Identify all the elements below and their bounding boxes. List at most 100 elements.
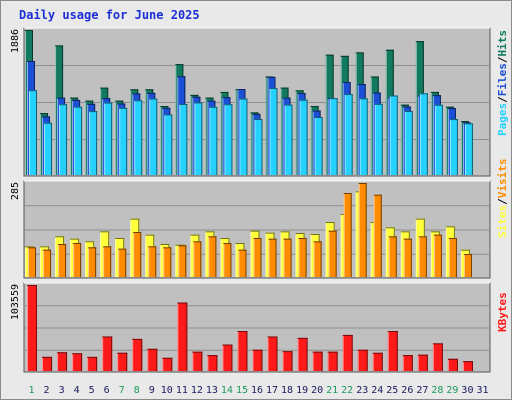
- bar-pages-day-16: [254, 119, 263, 175]
- bar-kbytes-day-21: [327, 351, 338, 371]
- x-label-day-19: 19: [296, 385, 308, 396]
- bar-pages-day-4-fill: [74, 106, 83, 175]
- bar-visits-day-7-fill: [118, 248, 127, 277]
- bar-visits-day-22-fill: [343, 193, 352, 277]
- bar-kbytes-day-13: [207, 355, 218, 371]
- bar-visits-day-20: [313, 241, 322, 277]
- bar-visits-day-8-fill: [133, 232, 142, 277]
- bar-kbytes-day-21-fill: [327, 351, 338, 371]
- bar-kbytes-day-20: [312, 351, 323, 371]
- bar-kbytes-day-9-fill: [147, 348, 158, 371]
- bar-pages-day-1-fill: [29, 90, 37, 175]
- bar-visits-day-30: [463, 254, 472, 277]
- bar-kbytes-day-4: [72, 353, 83, 371]
- legend-visits: Visits: [496, 159, 509, 199]
- bar-pages-day-27: [419, 93, 428, 175]
- bar-visits-day-17: [268, 238, 277, 277]
- bar-pages-day-17: [269, 88, 278, 175]
- bar-pages-day-18: [284, 104, 293, 175]
- x-label-day-27: 27: [416, 385, 428, 396]
- bar-visits-day-20-fill: [313, 241, 322, 277]
- x-label-day-9: 9: [149, 385, 155, 396]
- x-label-day-20: 20: [311, 385, 323, 396]
- bar-kbytes-day-27-fill: [417, 354, 428, 371]
- x-label-day-13: 13: [206, 385, 218, 396]
- y-axis-labels: 1886 285 103559: [10, 29, 21, 320]
- x-label-day-6: 6: [104, 385, 110, 396]
- bar-pages-day-14: [224, 104, 233, 175]
- bar-visits-day-4-fill: [73, 243, 82, 277]
- bar-visits-day-2-fill: [43, 249, 52, 277]
- bar-pages-day-24: [374, 103, 383, 175]
- bar-kbytes-day-11-fill: [177, 302, 188, 371]
- x-label-day-12: 12: [191, 385, 203, 396]
- bar-kbytes-day-17: [267, 336, 278, 371]
- x-label-day-18: 18: [281, 385, 293, 396]
- bar-visits-day-21-fill: [328, 230, 337, 277]
- bar-kbytes-day-2-fill: [42, 356, 53, 371]
- legend-files: Files: [496, 63, 509, 96]
- bar-visits-day-27: [418, 236, 427, 277]
- bar-visits-day-4: [73, 243, 82, 277]
- bar-pages-day-23-fill: [359, 98, 368, 175]
- bar-visits-day-18: [283, 238, 292, 277]
- bar-pages-day-15: [239, 98, 248, 175]
- bar-kbytes-day-9: [147, 348, 158, 371]
- bar-pages-day-4: [74, 106, 83, 175]
- bar-kbytes-day-6-fill: [102, 336, 113, 371]
- bar-kbytes-day-1: [27, 285, 37, 371]
- bar-kbytes-day-1-fill: [27, 285, 37, 371]
- bar-kbytes-day-28: [432, 343, 443, 371]
- bar-pages-day-11: [179, 104, 188, 175]
- x-label-day-15: 15: [236, 385, 248, 396]
- bar-pages-day-22: [344, 94, 353, 175]
- bar-visits-day-23-fill: [358, 183, 367, 277]
- bar-kbytes-day-28-fill: [432, 343, 443, 371]
- bar-kbytes-day-29: [447, 358, 458, 371]
- bar-kbytes-day-16-fill: [252, 349, 263, 371]
- bar-visits-day-19-fill: [298, 238, 307, 277]
- bar-pages-day-10-fill: [164, 114, 173, 175]
- bar-visits-day-16: [253, 238, 262, 277]
- chart-title: Daily usage for June 2025: [19, 8, 200, 22]
- bar-pages-day-26-fill: [404, 110, 413, 175]
- bar-pages-day-19: [299, 99, 308, 175]
- bar-kbytes-day-23: [357, 349, 368, 371]
- bar-visits-day-26: [403, 238, 412, 277]
- bar-pages-day-29-fill: [449, 119, 458, 175]
- bar-visits-day-3-fill: [58, 244, 67, 277]
- bar-pages-day-15-fill: [239, 98, 248, 175]
- bar-visits-day-15-fill: [238, 249, 247, 277]
- bar-visits-day-25: [388, 236, 397, 277]
- bar-pages-day-27-fill: [419, 93, 428, 175]
- bar-pages-day-2-fill: [44, 122, 53, 175]
- bar-visits-day-6-fill: [103, 246, 112, 277]
- x-label-day-16: 16: [251, 385, 263, 396]
- bar-visits-day-24-fill: [373, 194, 382, 277]
- bar-visits-day-28-fill: [433, 234, 442, 277]
- bar-kbytes-day-12-fill: [192, 351, 203, 371]
- bar-kbytes-day-17-fill: [267, 336, 278, 371]
- bar-kbytes-day-29-fill: [447, 358, 458, 371]
- bar-kbytes-day-14: [222, 344, 233, 371]
- y-max-label-panel-1: 1886: [10, 29, 21, 53]
- x-label-day-24: 24: [371, 385, 383, 396]
- bar-visits-day-25-fill: [388, 236, 397, 277]
- legend-separator: /: [496, 96, 509, 103]
- bar-kbytes-day-18-fill: [282, 351, 293, 371]
- bar-visits-day-18-fill: [283, 238, 292, 277]
- bar-kbytes-day-19: [297, 337, 308, 371]
- bar-kbytes-day-7-fill: [117, 352, 128, 371]
- bar-kbytes-day-13-fill: [207, 355, 218, 371]
- x-label-day-11: 11: [176, 385, 188, 396]
- x-label-day-1: 1: [29, 385, 35, 396]
- bar-kbytes-day-18: [282, 351, 293, 371]
- bar-visits-day-8: [133, 232, 142, 277]
- bar-visits-day-15: [238, 249, 247, 277]
- bar-kbytes-day-10-fill: [162, 357, 173, 371]
- x-label-day-2: 2: [44, 385, 50, 396]
- legend-pages: Pages: [496, 103, 509, 136]
- bar-visits-day-23: [358, 183, 367, 277]
- x-label-day-25: 25: [386, 385, 398, 396]
